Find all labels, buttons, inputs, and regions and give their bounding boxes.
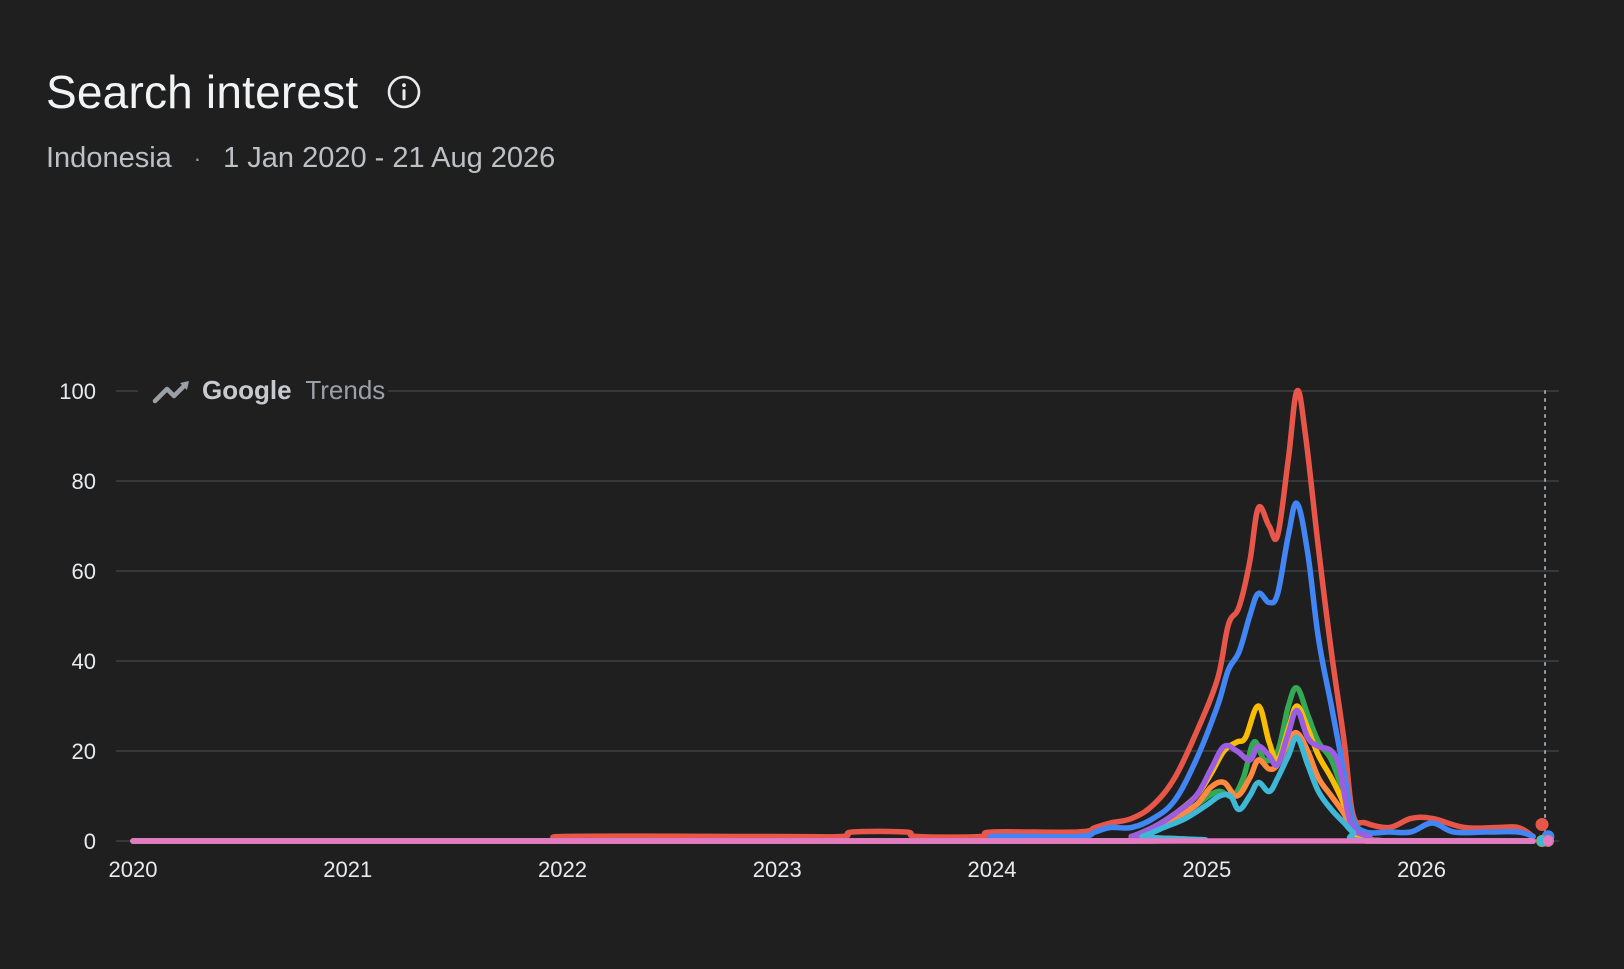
x-tick-label: 2024 <box>968 857 1017 882</box>
series-end-marker-8 <box>1542 835 1554 847</box>
series-layer <box>130 387 1536 844</box>
y-tick-label: 60 <box>72 559 96 584</box>
series-line-4 <box>130 703 1536 844</box>
grid-layer: 0 20 40 60 80 100 2020 2021 2022 2023 2024 2025 2026 <box>59 379 1559 882</box>
x-tick-label: 2020 <box>109 857 158 882</box>
x-tick-label: 2021 <box>323 857 372 882</box>
series-line-2 <box>130 500 1536 844</box>
marker-layer <box>1535 818 1555 848</box>
x-tick-label: 2022 <box>538 857 587 882</box>
svg-text:Google Trends: Google Trends <box>202 375 385 405</box>
series-line-6 <box>130 707 1536 844</box>
watermark-brand: Google <box>202 375 292 405</box>
y-tick-label: 0 <box>84 829 96 854</box>
chart-title: Search interest <box>46 66 359 118</box>
info-icon[interactable] <box>386 74 422 110</box>
chart-subtitle: Indonesia · 1 Jan 2020 - 21 Aug 2026 <box>46 142 946 175</box>
series-line-1 <box>130 387 1536 844</box>
x-tick-label: 2023 <box>753 857 802 882</box>
x-tick-label: 2026 <box>1397 857 1446 882</box>
location-label[interactable]: Indonesia <box>46 142 172 174</box>
date-range-label[interactable]: 1 Jan 2020 - 21 Aug 2026 <box>223 142 556 174</box>
y-tick-label: 20 <box>72 739 96 764</box>
google-trends-watermark: Google Trends <box>138 370 388 410</box>
title-row: Search interest <box>46 62 946 122</box>
chart-header: Search interest Indonesia · 1 Jan 2020 -… <box>46 62 946 175</box>
y-tick-label: 80 <box>72 469 96 494</box>
separator-dot: · <box>193 145 202 171</box>
x-tick-label: 2025 <box>1182 857 1231 882</box>
y-tick-label: 40 <box>72 649 96 674</box>
trending-up-icon <box>152 381 189 404</box>
y-tick-label: 100 <box>59 379 96 404</box>
series-end-marker-1 <box>1535 818 1549 831</box>
watermark-product: Trends <box>305 375 385 405</box>
